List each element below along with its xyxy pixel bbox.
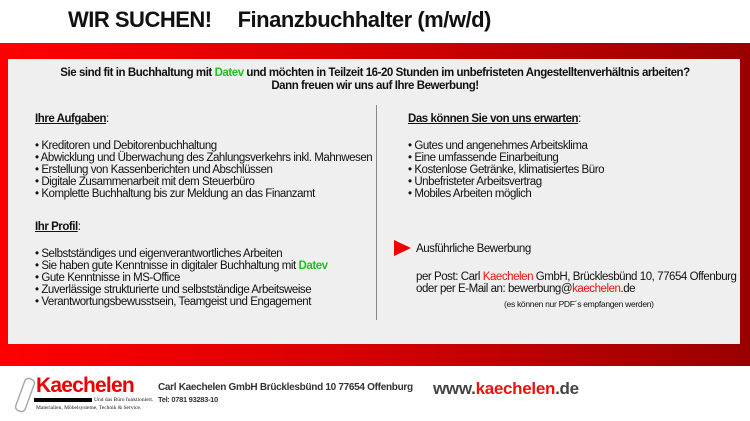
text: GmbH, Brücklesbünd 10, 77654 Offenburg	[533, 271, 737, 283]
column-divider	[376, 105, 377, 320]
footer-phone: Tel: 0781 93283-10	[158, 395, 218, 404]
offer-list: • Gutes und angenehmes Arbeitsklima • Ei…	[408, 140, 605, 200]
intro-part: und möchten in Teilzeit 16-20 Stunden im…	[243, 67, 690, 79]
headline-position: Finanzbuchhalter (m/w/d)	[237, 7, 492, 32]
heading-text: Das können Sie von uns erwarten	[408, 113, 579, 125]
list-item: • Erstellung von Kassenberichten und Abs…	[35, 164, 273, 176]
list-item: • Selbstständiges und eigenverantwortlic…	[35, 248, 283, 260]
apply-email[interactable]: oder per E-Mail an: bewerbung@kaechelen.…	[416, 283, 636, 295]
heading-text: Ihre Aufgaben	[35, 113, 107, 125]
offer-heading: Das können Sie von uns erwarten:	[408, 113, 581, 125]
page-title: WIR SUCHEN! Finanzbuchhalter (m/w/d)	[68, 7, 491, 33]
intro-line2: Dann freuen wir uns auf Ihre Bewerbung!	[271, 80, 479, 92]
list-item: • Mobiles Arbeiten möglich	[408, 188, 532, 200]
footer-website[interactable]: www.kaechelen.de	[433, 379, 579, 399]
list-item: • Kreditoren und Debitorenbuchhaltung	[35, 140, 217, 152]
apply-post: per Post: Carl Kaechelen GmbH, Brücklesb…	[416, 271, 737, 283]
list-item: • Komplette Buchhaltung bis zur Meldung …	[35, 188, 315, 200]
logo-slogan: Materialien, Möbelsysteme, Technik & Ser…	[36, 405, 142, 411]
apply-title: Ausführliche Bewerbung	[416, 243, 531, 255]
logo-graphic	[14, 377, 92, 413]
brand-text: kaechelen	[572, 283, 621, 295]
apply-note: (es können nur PDF´s empfangen werden)	[504, 299, 654, 309]
text: per Post: Carl	[416, 271, 483, 283]
list-item: • Gute Kenntnisse in MS-Office	[35, 272, 180, 284]
tasks-list: • Kreditoren und Debitorenbuchhaltung • …	[35, 140, 373, 200]
tasks-heading: Ihre Aufgaben:	[35, 113, 109, 125]
datev-highlight: Datev	[214, 67, 245, 79]
list-item: • Gutes und angenehmes Arbeitsklima	[408, 140, 588, 152]
content-panel	[8, 59, 740, 344]
logo-text: Kaechelen	[36, 374, 135, 397]
datev-highlight: Datev	[298, 260, 329, 272]
company-logo: Kaechelen Und das Büro funktioniert. Mat…	[14, 372, 153, 416]
intro-text: Sie sind fit in Buchhaltung mit Datev un…	[0, 67, 750, 93]
arrow-right-icon	[394, 240, 411, 256]
footer-address: Carl Kaechelen GmbH Brücklesbünd 10 7765…	[158, 382, 413, 393]
list-item: • Sie haben gute Kenntnisse in digitaler…	[35, 260, 328, 272]
intro-part: Sie sind fit in Buchhaltung mit	[60, 67, 215, 79]
text: .de	[620, 283, 636, 295]
heading-text: Ihr Profil	[35, 221, 78, 233]
text: .de	[555, 379, 579, 398]
headline-lead: WIR SUCHEN!	[68, 7, 212, 32]
list-item: • Digitale Zusammenarbeit mit dem Steuer…	[35, 176, 255, 188]
brand-text: Kaechelen	[482, 271, 534, 283]
list-item: • Eine umfassende Einarbeitung	[408, 152, 559, 164]
list-item: • Abwicklung und Überwachung des Zahlung…	[35, 152, 373, 164]
list-item-text: • Sie haben gute Kenntnisse in digitaler…	[35, 260, 299, 272]
brand-text: kaechelen	[475, 379, 556, 398]
logo-slogan: Und das Büro funktioniert.	[94, 397, 154, 403]
text: www.	[433, 379, 476, 398]
profile-list: • Selbstständiges und eigenverantwortlic…	[35, 248, 328, 308]
list-item: • Zuverlässige strukturierte und selbsts…	[35, 284, 312, 296]
profile-heading: Ihr Profil:	[35, 221, 81, 233]
text: oder per E-Mail an: bewerbung@	[416, 283, 573, 295]
list-item: • Verantwortungsbewusstsein, Teamgeist u…	[35, 296, 311, 308]
list-item: • Unbefristeter Arbeitsvertrag	[408, 176, 542, 188]
list-item: • Kostenlose Getränke, klimatisiertes Bü…	[408, 164, 605, 176]
